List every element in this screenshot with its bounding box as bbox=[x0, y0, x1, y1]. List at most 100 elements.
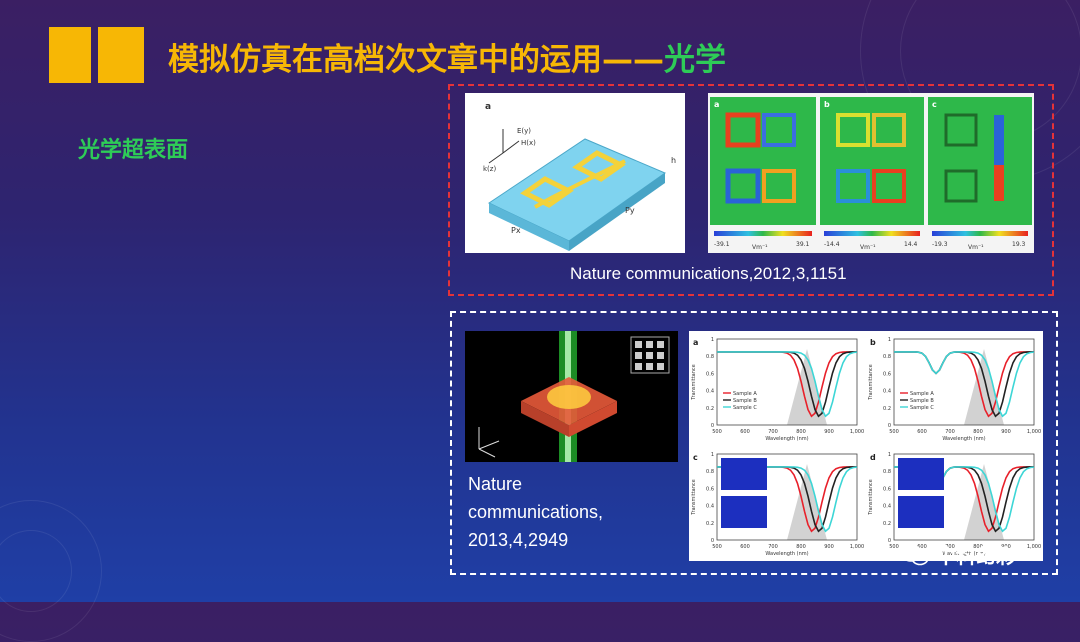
legend-label: Sample A bbox=[733, 391, 757, 397]
figure2-spectra-panel: a 1 0.8 0.6 0.4 0.2 0 500 600 700 800 900 1,000 Wavel… bbox=[689, 331, 1043, 561]
y-tick-label: 0.8 bbox=[883, 469, 891, 475]
plot-label: b bbox=[870, 338, 876, 347]
watermark-text: 中科幻彩 bbox=[936, 544, 1016, 568]
scale-a-unit: Vm⁻¹ bbox=[752, 244, 768, 251]
inset-field-map bbox=[898, 458, 944, 490]
x-tick-label: 900 bbox=[824, 429, 834, 435]
laser-render-image bbox=[478, 331, 670, 462]
figure2-frame bbox=[450, 311, 1058, 575]
dim-py-label: Py bbox=[625, 206, 635, 215]
inset-field-map bbox=[898, 496, 944, 528]
y-axis-label: Transmittance bbox=[868, 479, 874, 515]
scale-b-unit: Vm⁻¹ bbox=[860, 244, 876, 251]
field-map-c-label: c bbox=[932, 100, 937, 109]
y-tick-label: 0 bbox=[711, 423, 714, 429]
field-map-b-label: b bbox=[824, 100, 830, 109]
scale-c-max: 19.3 bbox=[1012, 241, 1026, 248]
figure2-citation-line: Nature bbox=[468, 474, 523, 494]
figure1-citation: Nature communications,2012,3,1151 bbox=[570, 264, 847, 283]
y-tick-label: 1 bbox=[711, 452, 714, 458]
y-tick-label: 1 bbox=[711, 337, 714, 343]
y-tick-label: 0.2 bbox=[706, 406, 714, 412]
x-tick-label: 1,000 bbox=[850, 429, 864, 435]
y-axis-label: Transmittance bbox=[691, 364, 697, 400]
x-tick-label: 600 bbox=[740, 429, 750, 435]
figure2-citation-line: 2013,4,2949 bbox=[468, 530, 569, 550]
wechat-icon bbox=[900, 543, 929, 565]
legend-label: Sample B bbox=[733, 398, 757, 404]
y-tick-label: 0.6 bbox=[883, 486, 891, 492]
figure2-citation: Nature communications, 2013,4,2949 bbox=[468, 470, 668, 554]
x-tick-label: 500 bbox=[889, 544, 899, 550]
legend-label: Sample C bbox=[910, 405, 934, 411]
field-maps: a -39.1 39.1 Vm⁻¹ b -14.4 14.4 Vm⁻¹ c bbox=[710, 97, 1032, 251]
series-line bbox=[894, 351, 1035, 418]
scale-b-min: -14.4 bbox=[824, 241, 840, 248]
axis-k-label: k(z) bbox=[483, 165, 496, 173]
x-tick-label: 800 bbox=[796, 544, 806, 550]
dim-px-label: Px bbox=[511, 226, 521, 235]
field-map-a-label: a bbox=[714, 100, 719, 109]
x-tick-label: 800 bbox=[796, 429, 806, 435]
x-tick-label: 500 bbox=[712, 544, 722, 550]
x-axis-label: Wavelength (nm) bbox=[942, 436, 985, 442]
y-tick-label: 0.6 bbox=[706, 371, 714, 377]
plot-label: c bbox=[693, 453, 698, 462]
plot-frame bbox=[716, 453, 858, 541]
x-tick-label: 800 bbox=[973, 544, 983, 550]
scale-c-min: -19.3 bbox=[932, 241, 948, 248]
y-tick-label: 0.6 bbox=[883, 371, 891, 377]
y-tick-label: 1 bbox=[888, 337, 891, 343]
y-tick-label: 0.4 bbox=[883, 504, 891, 510]
scale-c-unit: Vm⁻¹ bbox=[968, 244, 984, 251]
plot-label: a bbox=[693, 338, 698, 347]
y-tick-label: 0.4 bbox=[706, 389, 714, 395]
page-title-accent: 光学 bbox=[664, 42, 726, 78]
metasurface-schematic: a E(y) H(x) k(z) Px Py h bbox=[483, 102, 676, 251]
legend-label: Sample A bbox=[910, 391, 934, 397]
y-tick-label: 0.2 bbox=[706, 521, 714, 527]
x-tick-label: 1,000 bbox=[1027, 544, 1041, 550]
inset-field-map bbox=[721, 458, 767, 490]
dim-h-label: h bbox=[671, 156, 676, 165]
x-tick-label: 500 bbox=[889, 429, 899, 435]
y-tick-label: 0 bbox=[711, 538, 714, 544]
figure2-render-panel bbox=[465, 331, 678, 462]
inset-field-map bbox=[721, 496, 767, 528]
y-tick-label: 0.2 bbox=[883, 521, 891, 527]
y-tick-label: 0.2 bbox=[883, 406, 891, 412]
title-square-right bbox=[98, 27, 144, 83]
y-tick-label: 0.4 bbox=[706, 504, 714, 510]
y-tick-label: 0.4 bbox=[883, 389, 891, 395]
figure2-citation-line: communications, bbox=[468, 502, 604, 522]
scale-a-max: 39.1 bbox=[796, 241, 810, 248]
plot-frame bbox=[893, 453, 1035, 541]
axis-h-label: H(x) bbox=[521, 139, 536, 147]
page-title-main: 模拟仿真在高档次文章中的运用—— bbox=[168, 42, 664, 78]
y-tick-label: 0 bbox=[888, 538, 891, 544]
page-title: 模拟仿真在高档次文章中的运用——光学 bbox=[168, 34, 726, 79]
x-tick-label: 900 bbox=[1001, 544, 1011, 550]
x-tick-label: 1,000 bbox=[850, 544, 864, 550]
y-axis-label: Transmittance bbox=[691, 479, 697, 515]
axis-e-label: E(y) bbox=[517, 127, 531, 135]
x-axis-label: Wavelength (nm) bbox=[942, 551, 985, 557]
section-subtitle: 光学超表面 bbox=[78, 138, 189, 163]
x-tick-label: 500 bbox=[712, 429, 722, 435]
y-tick-label: 0.6 bbox=[706, 486, 714, 492]
x-tick-label: 800 bbox=[973, 429, 983, 435]
x-tick-label: 600 bbox=[917, 429, 927, 435]
x-tick-label: 700 bbox=[768, 429, 778, 435]
x-tick-label: 1,000 bbox=[1027, 429, 1041, 435]
title-square-left bbox=[49, 27, 91, 83]
plot-frame bbox=[893, 338, 1035, 426]
y-tick-label: 1 bbox=[888, 452, 891, 458]
series-line bbox=[717, 351, 858, 418]
plot-frame bbox=[716, 338, 858, 426]
figure1-field-panel: a -39.1 39.1 Vm⁻¹ b -14.4 14.4 Vm⁻¹ c bbox=[708, 93, 1034, 253]
y-tick-label: 0 bbox=[888, 423, 891, 429]
